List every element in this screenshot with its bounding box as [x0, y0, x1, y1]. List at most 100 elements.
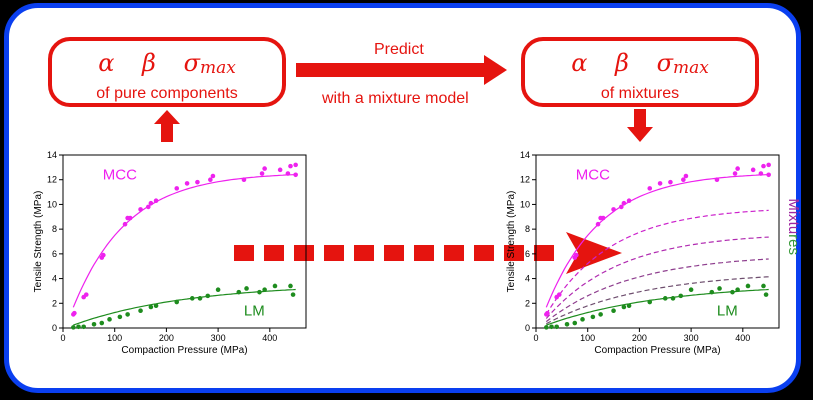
beta-symbol: β [142, 49, 156, 77]
mcc-data-point [647, 186, 653, 191]
mcc-data-point [657, 181, 663, 186]
mcc-data-point [611, 207, 616, 212]
lm-data-point [611, 308, 616, 314]
parameter-symbols: α β σmax [52, 49, 282, 82]
plot-frame [62, 154, 307, 329]
y-tick-label: 2 [52, 298, 57, 308]
lm-data-point [138, 308, 143, 314]
pure-components-caption: of pure components [96, 85, 238, 102]
lm-data-point [564, 321, 570, 327]
mcc-data-point [127, 215, 133, 221]
lm-data-point [117, 314, 123, 320]
y-tick-label: 6 [52, 249, 57, 259]
mcc-data-point [545, 310, 550, 316]
mcc-data-point [259, 171, 265, 176]
y-tick-label: 4 [52, 274, 57, 284]
mcc-data-point [761, 163, 766, 169]
sigma-max-symbol: σmax [183, 49, 236, 78]
lm-data-point [549, 324, 554, 330]
mixture-curve-2 [545, 236, 769, 319]
lm-data-point [215, 287, 221, 292]
mcc-data-point [72, 310, 77, 316]
x-tick-label: 200 [632, 333, 647, 343]
y-tick-label: 12 [47, 175, 57, 185]
mcc-data-point [668, 179, 673, 185]
mcc-data-point [208, 177, 213, 183]
mcc-data-point [735, 166, 740, 171]
x-tick-label: 200 [159, 333, 174, 343]
mixture-curve-4 [546, 276, 769, 325]
x-tick-label: 0 [533, 333, 538, 343]
lm-data-point [125, 312, 130, 317]
lm-data-point [205, 293, 211, 299]
mcc-data-point [595, 221, 601, 227]
y-tick-label: 0 [52, 323, 57, 333]
beta-symbol: β [615, 49, 629, 77]
x-tick-label: 400 [735, 333, 750, 343]
lm-data-point [735, 287, 740, 292]
mcc-data-point [619, 204, 624, 210]
mcc-data-point [600, 215, 606, 221]
mcc-data-point [293, 162, 298, 168]
lm-data-point [153, 303, 159, 309]
right-chart: 0 100 200 300 400 0 2 4 6 8 10 12 14 Compaction Press… [506, 150, 802, 356]
lm-data-point [621, 304, 627, 310]
lm-data-point [236, 289, 242, 295]
lm-data-point [288, 283, 293, 289]
lm-data-point [76, 324, 81, 330]
mcc-fit-line [72, 174, 296, 308]
y-tick-label: 14 [520, 150, 530, 160]
lm-data-point [590, 314, 596, 320]
mcc-data-point [293, 172, 298, 178]
mixtures-parameter-box: α β σmax of mixtures [521, 37, 759, 107]
plot-frame [535, 154, 780, 329]
x-tick-label: 100 [107, 333, 122, 343]
mcc-data-point [153, 198, 159, 204]
mcc-data-point [83, 292, 89, 297]
mcc-fit-line [545, 174, 769, 308]
lm-data-point [678, 293, 684, 299]
mcc-data-point [574, 252, 579, 258]
lm-data-point [244, 286, 249, 291]
y-tick-label: 8 [52, 224, 57, 234]
mcc-data-point [681, 177, 686, 183]
lm-data-point [554, 324, 559, 330]
mcc-data-point [766, 162, 771, 168]
mcc-data-point [174, 186, 180, 191]
y-tick-label: 4 [525, 274, 530, 284]
pure-components-parameter-box: α β σmax of pure components [48, 37, 286, 107]
mcc-data-point [148, 200, 154, 206]
mixture-curve-1 [545, 209, 769, 315]
mcc-data-point [146, 204, 151, 210]
mcc-data-point [184, 181, 190, 186]
left-chart: 0 100 200 300 400 0 2 4 6 8 10 12 14 Compaction Press… [33, 150, 307, 356]
y-tick-label: 12 [520, 175, 530, 185]
lm-data-point [688, 287, 694, 292]
lm-data-point [662, 296, 668, 301]
lm-data-point [174, 299, 180, 305]
lm-data-point [761, 283, 766, 289]
lm-data-point [709, 289, 715, 295]
y-tick-label: 8 [525, 224, 530, 234]
lm-data-point [189, 296, 195, 301]
y-tick-label: 2 [525, 298, 530, 308]
alpha-symbol: α [571, 49, 588, 77]
lm-data-point [580, 317, 585, 322]
x-tick-label: 400 [262, 333, 277, 343]
lm-data-point [572, 320, 578, 326]
mcc-data-point [766, 172, 771, 178]
mcc-data-point [683, 173, 689, 179]
mcc-data-point [732, 171, 738, 176]
mcc-data-point [122, 221, 128, 227]
lm-data-point [544, 325, 549, 330]
down-arrow-icon [627, 109, 653, 142]
mcc-label: MCC [103, 167, 137, 184]
x-tick-label: 300 [211, 333, 226, 343]
sigma-max-symbol: σmax [656, 49, 709, 78]
lm-data-point [717, 286, 722, 291]
y-axis-label: Tensile Strength (MPa) [33, 191, 44, 293]
mcc-data-point [285, 171, 291, 176]
lm-label: LM [717, 303, 738, 320]
lm-data-point [670, 296, 676, 301]
